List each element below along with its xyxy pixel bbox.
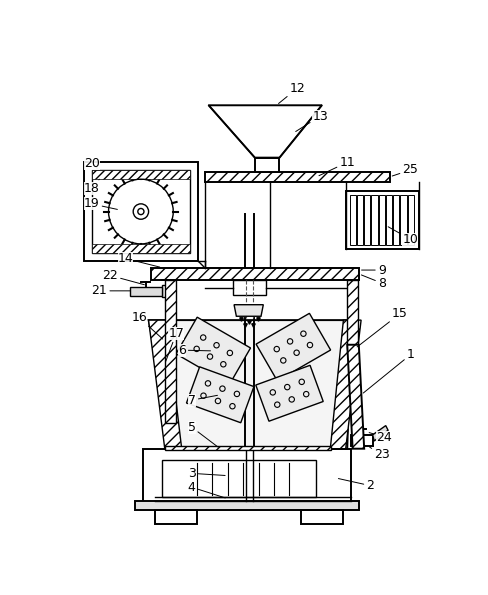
Text: 23: 23: [369, 447, 389, 461]
Circle shape: [133, 204, 148, 219]
Polygon shape: [164, 446, 330, 450]
Text: 9: 9: [361, 264, 385, 277]
Bar: [154, 511, 197, 524]
Text: 12: 12: [278, 82, 305, 104]
Bar: [204, 171, 389, 182]
Bar: [364, 195, 369, 245]
Text: 25: 25: [391, 164, 417, 177]
Polygon shape: [91, 244, 190, 253]
Text: 18: 18: [83, 179, 100, 195]
Bar: [84, 162, 198, 261]
Bar: [233, 280, 265, 296]
Bar: [162, 461, 316, 497]
Text: 7: 7: [187, 394, 217, 407]
Bar: [151, 268, 358, 280]
Bar: [130, 287, 162, 296]
Polygon shape: [255, 365, 323, 421]
Bar: [135, 501, 358, 511]
Bar: [162, 284, 170, 297]
Bar: [91, 170, 190, 253]
Bar: [143, 449, 350, 503]
Text: 21: 21: [91, 284, 130, 298]
Text: 14: 14: [118, 252, 160, 267]
Bar: [254, 158, 279, 171]
Text: 1: 1: [363, 348, 413, 393]
Text: 22: 22: [102, 269, 144, 285]
Text: 20: 20: [83, 157, 100, 170]
Bar: [407, 195, 413, 245]
Polygon shape: [208, 105, 321, 158]
Bar: [378, 195, 384, 245]
Polygon shape: [329, 320, 360, 449]
Text: 8: 8: [361, 275, 385, 290]
Polygon shape: [256, 314, 330, 381]
Bar: [356, 195, 362, 245]
Text: 6: 6: [178, 344, 210, 356]
Bar: [370, 195, 377, 245]
Bar: [400, 195, 406, 245]
Text: 10: 10: [387, 227, 417, 246]
Bar: [349, 195, 355, 245]
Text: 13: 13: [295, 109, 327, 131]
Text: 24: 24: [368, 431, 391, 444]
Bar: [301, 511, 343, 524]
Polygon shape: [372, 425, 387, 441]
Polygon shape: [148, 320, 350, 449]
Text: 5: 5: [187, 421, 218, 447]
Text: 11: 11: [318, 156, 354, 176]
Text: 17: 17: [165, 327, 184, 361]
Polygon shape: [186, 367, 253, 423]
Text: 4: 4: [187, 481, 225, 498]
Polygon shape: [234, 305, 263, 317]
Text: 15: 15: [356, 308, 407, 347]
Bar: [392, 195, 399, 245]
Polygon shape: [176, 317, 250, 384]
Text: 3: 3: [187, 467, 224, 480]
Text: 19: 19: [83, 198, 117, 211]
Text: 2: 2: [338, 478, 373, 492]
Polygon shape: [148, 320, 182, 449]
Bar: [385, 195, 391, 245]
Bar: [346, 280, 357, 349]
Polygon shape: [91, 170, 190, 179]
Bar: [345, 191, 418, 249]
Bar: [164, 280, 175, 422]
Text: 16: 16: [131, 311, 163, 339]
Polygon shape: [346, 345, 364, 449]
Bar: [350, 435, 372, 446]
